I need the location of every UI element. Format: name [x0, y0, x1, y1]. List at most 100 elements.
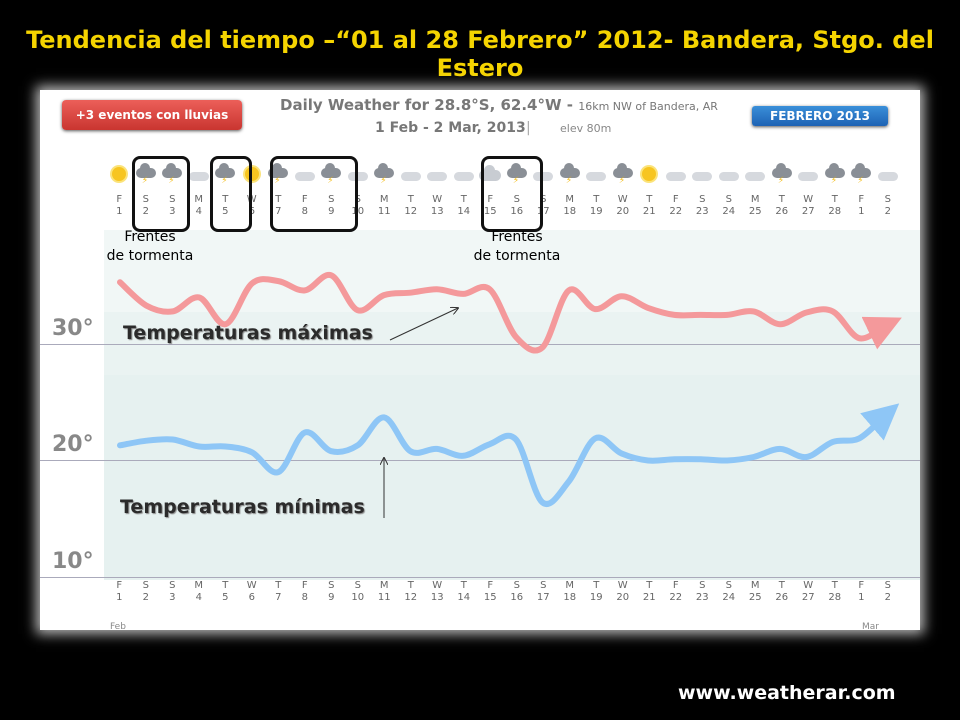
plot-background-low — [104, 375, 920, 580]
day-number: 21 — [642, 206, 656, 217]
top-day-20: T 21 — [636, 194, 663, 224]
day-name: M — [194, 194, 204, 205]
header-coordinates: Daily Weather for 28.8°S, 62.4°W - — [280, 96, 579, 114]
max-temperature-line — [117, 271, 902, 354]
day-number: 1 — [858, 206, 865, 217]
day-number: 10 — [351, 592, 365, 603]
day-number: 15 — [483, 592, 497, 603]
weather-icon-cell-0 — [106, 162, 133, 188]
day-number: 25 — [748, 206, 762, 217]
day-number: 9 — [328, 206, 335, 217]
day-number: 14 — [457, 206, 471, 217]
storm-fronts-label-right-line1: Frentes — [491, 229, 543, 245]
weather-chart-panel: +3 eventos con lluvias FEBRERO 2013 Dail… — [40, 90, 920, 630]
slide-title: Tendencia del tiempo –“01 al 28 Febrero”… — [26, 26, 934, 82]
weather-icon-cell-20 — [636, 162, 663, 188]
storm-icon — [162, 163, 183, 186]
y-tick-10: 10° — [52, 549, 94, 574]
day-number: 16 — [510, 206, 524, 217]
day-name: T — [275, 194, 282, 205]
day-number: 1 — [116, 206, 123, 217]
bottom-day-17: M 18 — [557, 580, 584, 610]
storm-fronts-label-right: Frentes de tormenta — [462, 228, 572, 266]
day-number: 19 — [589, 206, 603, 217]
day-number: 18 — [563, 592, 577, 603]
day-number: 6 — [248, 592, 255, 603]
bottom-day-26: W 27 — [795, 580, 822, 610]
top-day-17: M 18 — [557, 194, 584, 224]
header-place: 16km NW of Bandera, AR — [578, 100, 718, 113]
day-number: 2 — [884, 206, 891, 217]
day-number: 12 — [404, 592, 418, 603]
weather-icon-cell-10 — [371, 162, 398, 188]
storm-icon — [612, 163, 633, 186]
day-number: 5 — [222, 206, 229, 217]
day-number: 28 — [828, 592, 842, 603]
weather-icon-cell-27 — [822, 162, 849, 188]
day-number: 20 — [616, 206, 630, 217]
bottom-day-22: S 23 — [689, 580, 716, 610]
month-label-end: Mar — [862, 622, 879, 630]
day-name: S — [169, 194, 176, 205]
day-number: 3 — [169, 592, 176, 603]
max-annotation-arrow — [389, 308, 458, 341]
day-number: 22 — [669, 206, 683, 217]
day-name: F — [672, 580, 679, 591]
storm-icon — [135, 163, 156, 186]
highlight-box-days-2-3 — [132, 156, 190, 232]
day-number: 2 — [884, 592, 891, 603]
top-day-18: T 19 — [583, 194, 610, 224]
day-number: 13 — [430, 592, 444, 603]
day-number: 7 — [275, 206, 282, 217]
max-temp-annotation: Temperaturas máximas — [123, 322, 373, 344]
day-name: M — [379, 194, 389, 205]
weather-icon-cell-25 — [769, 162, 796, 188]
day-number: 20 — [616, 592, 630, 603]
weather-icon-cell-12 — [424, 162, 451, 188]
bottom-day-23: S 24 — [716, 580, 743, 610]
bottom-day-12: W 13 — [424, 580, 451, 610]
highlight-box-day-5 — [210, 156, 252, 232]
day-number: 2 — [142, 592, 149, 603]
day-name: S — [328, 194, 335, 205]
top-day-13: T 14 — [451, 194, 478, 224]
day-name: T — [275, 580, 282, 591]
temperature-lines — [117, 271, 902, 518]
day-name: M — [565, 194, 575, 205]
day-number: 7 — [275, 592, 282, 603]
day-name: F — [301, 194, 308, 205]
storm-icon — [559, 163, 580, 186]
weather-icon-cell-28 — [848, 162, 875, 188]
day-name: F — [858, 580, 865, 591]
day-number: 17 — [536, 206, 550, 217]
day-name: S — [699, 194, 706, 205]
bottom-day-16: S 17 — [530, 580, 557, 610]
chart-header-elevation: elev 80m — [560, 122, 612, 135]
rain-events-badge: +3 eventos con lluvias — [62, 100, 242, 130]
chart-header-location: Daily Weather for 28.8°S, 62.4°W - 16km … — [280, 96, 718, 114]
bottom-day-18: T 19 — [583, 580, 610, 610]
day-name: T — [778, 580, 785, 591]
day-number: 1 — [116, 592, 123, 603]
day-name: S — [725, 580, 732, 591]
day-number: 15 — [483, 206, 497, 217]
storm-icon — [506, 163, 527, 186]
day-number: 2 — [142, 206, 149, 217]
day-name: T — [460, 194, 467, 205]
top-day-16: S 17 — [530, 194, 557, 224]
day-name: W — [617, 194, 628, 205]
day-number: 28 — [828, 206, 842, 217]
storm-icon — [824, 163, 845, 186]
weather-icon-cell-3 — [186, 162, 213, 188]
day-number: 4 — [195, 206, 202, 217]
weather-icon-cell-18 — [583, 162, 610, 188]
day-name: M — [565, 580, 575, 591]
